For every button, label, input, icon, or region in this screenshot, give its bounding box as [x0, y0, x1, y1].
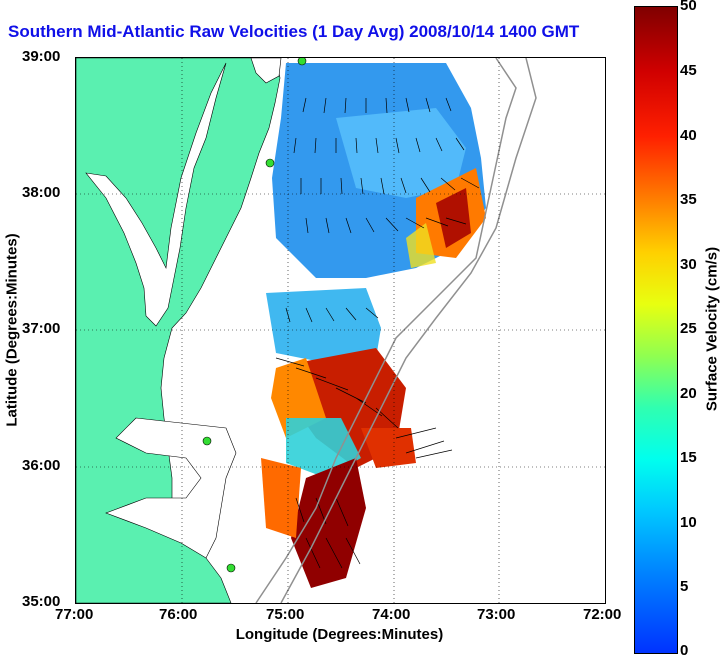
colorbar-label: Surface Velocity (cm/s): [703, 246, 721, 412]
velocity-patch-teal: [286, 418, 361, 478]
chart-title: Southern Mid-Atlantic Raw Velocities (1 …: [8, 22, 580, 41]
y-axis-label: Latitude (Degrees:Minutes): [3, 232, 21, 427]
colorbar-tick: 35: [680, 191, 697, 208]
velocity-vectors: [275, 97, 480, 569]
x-axis-label: Longitude (Degrees:Minutes): [235, 626, 444, 643]
station-marker: [297, 58, 307, 66]
y-tick: 39:00: [22, 48, 61, 65]
colorbar-tick: 0: [680, 642, 689, 659]
colorbar: [634, 6, 678, 654]
isobaths: [255, 58, 537, 603]
map-panel[interactable]: [75, 57, 606, 604]
colorbar-tick: 45: [680, 62, 697, 79]
grid: [76, 58, 605, 603]
x-tick: 72:00: [583, 606, 622, 623]
station-marker: [226, 563, 236, 573]
x-tick: 73:00: [477, 606, 516, 623]
colorbar-tick: 30: [680, 256, 697, 273]
colorbar-tick: 15: [680, 449, 697, 466]
colorbar-tick: 25: [680, 320, 697, 337]
colorbar-tick: 40: [680, 127, 697, 144]
station-marker: [265, 158, 275, 168]
x-tick: 77:00: [55, 606, 94, 623]
map-svg: [76, 58, 605, 603]
y-tick: 37:00: [22, 320, 61, 337]
colorbar-tick: 20: [680, 385, 697, 402]
delaware-bay: [250, 58, 282, 84]
x-tick: 75:00: [266, 606, 305, 623]
velocity-patch-east-red: [361, 428, 416, 468]
velocity-patch-mid: [266, 288, 381, 363]
velocity-patch-deep-red: [291, 458, 366, 588]
colorbar-tick: 50: [680, 0, 697, 14]
velocity-field: [261, 63, 486, 588]
station-marker: [202, 436, 212, 446]
velocity-patch-yellow: [406, 223, 436, 268]
radar-stations[interactable]: [202, 58, 307, 573]
x-tick: 74:00: [372, 606, 411, 623]
y-tick: 38:00: [22, 184, 61, 201]
colorbar-tick: 5: [680, 578, 689, 595]
chesapeake-bay: [85, 62, 227, 327]
colorbar-tick: 10: [680, 514, 697, 531]
velocity-patch-ne-cool: [336, 108, 466, 198]
x-tick: 76:00: [159, 606, 198, 623]
y-tick: 35:00: [22, 593, 61, 610]
y-tick: 36:00: [22, 457, 61, 474]
velocity-patch-sw-orange: [261, 458, 301, 538]
velocity-patch-red: [436, 188, 471, 248]
pamlico-sound: [105, 417, 237, 559]
